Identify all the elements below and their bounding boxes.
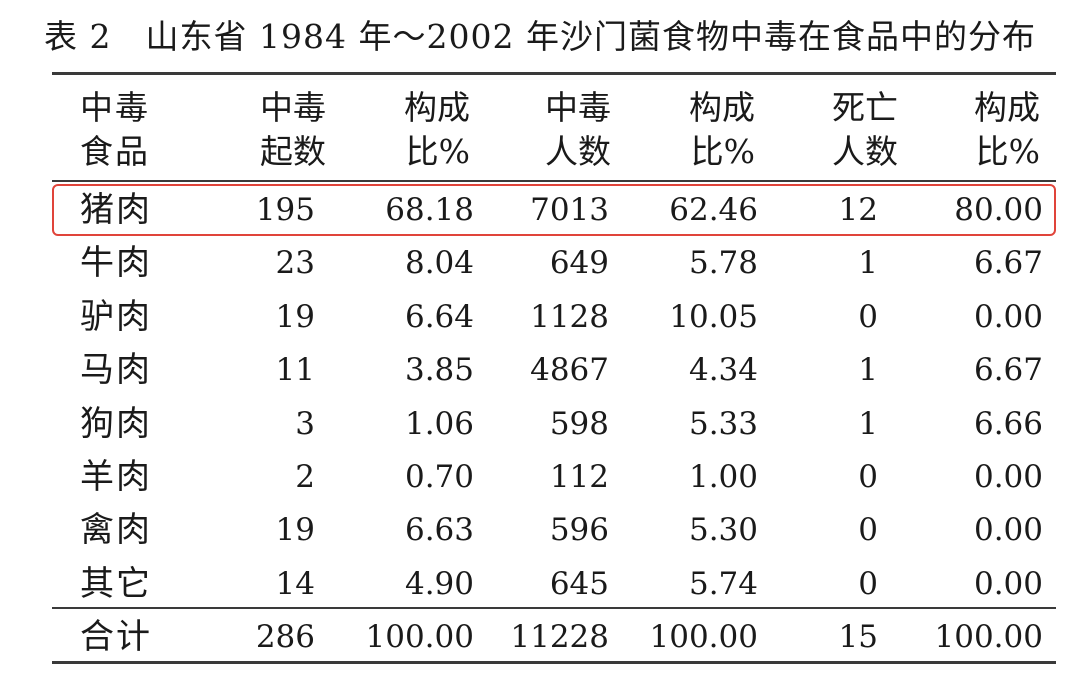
outbreak-pct-cell: 3.85: [404, 352, 474, 389]
death-pct-cell: 0.00: [973, 459, 1043, 495]
header-outbreak-pct: 构成 比%: [404, 86, 470, 178]
header-rule: [52, 180, 1056, 182]
outbreaks-cell: 2: [295, 459, 315, 495]
food-cell: 驴肉: [80, 296, 152, 337]
outbreaks-cell: 23: [275, 245, 315, 282]
death-pct-cell: 0.00: [973, 512, 1043, 549]
header-death-pct-line2: 比%: [975, 132, 1040, 171]
header-food: 中毒 食品: [80, 86, 150, 178]
case-pct-cell: 4.34: [688, 352, 758, 389]
deaths-cell: 0: [858, 298, 878, 335]
header-food-line2: 食品: [80, 132, 150, 171]
case-pct-cell: 1.00: [688, 459, 758, 495]
outbreak-pct-cell: 1.06: [404, 405, 474, 442]
bottom-rule: [52, 661, 1056, 664]
total-outbreak-pct: 100.00: [365, 619, 474, 655]
deaths-cell: 1: [858, 245, 878, 282]
cases-cell: 596: [549, 512, 609, 549]
outbreak-pct-cell: 4.90: [404, 565, 474, 602]
total-cases: 11228: [510, 619, 609, 655]
outbreaks-cell: 11: [275, 352, 315, 389]
header-outbreak-pct-line2: 比%: [405, 132, 470, 171]
table-row: 牛肉 23 8.04 649 5.78 1 6.67: [52, 237, 1056, 290]
header-death-pct-line1: 构成: [974, 88, 1040, 127]
table-row: 羊肉 2 0.70 112 1.00 0 0.00: [52, 451, 1056, 504]
case-pct-cell: 5.30: [688, 512, 758, 549]
case-pct-cell: 5.74: [688, 565, 758, 602]
deaths-cell: 0: [858, 512, 878, 549]
cases-cell: 7013: [530, 192, 609, 228]
cases-cell: 649: [549, 245, 609, 282]
table-row: 禽肉 19 6.63 596 5.30 0 0.00: [52, 504, 1056, 557]
top-rule: [52, 72, 1056, 75]
deaths-cell: 1: [858, 405, 878, 442]
case-pct-cell: 10.05: [669, 298, 758, 335]
header-cases: 中毒 人数: [545, 86, 611, 178]
header-cases-line1: 中毒: [545, 88, 611, 127]
deaths-cell: 1: [858, 352, 878, 389]
outbreak-pct-cell: 0.70: [404, 459, 474, 495]
death-pct-cell: 6.67: [973, 245, 1043, 282]
table-row: 其它 14 4.90 645 5.74 0 0.00: [52, 558, 1056, 611]
table-row: 猪肉 195 68.18 7013 62.46 12 80.00: [52, 184, 1056, 237]
cases-cell: 4867: [530, 352, 609, 389]
table-row: 驴肉 19 6.64 1128 10.05 0 0.00: [52, 291, 1056, 344]
outbreak-pct-cell: 68.18: [385, 192, 474, 228]
outbreaks-cell: 3: [295, 405, 315, 442]
header-deaths-line2: 人数: [832, 132, 898, 171]
outbreaks-cell: 14: [275, 565, 315, 602]
total-row: 合计 286 100.00 11228 100.00 15 100.00: [52, 611, 1056, 664]
food-cell: 禽肉: [80, 510, 152, 551]
outbreak-pct-cell: 6.63: [404, 512, 474, 549]
deaths-cell: 12: [838, 192, 878, 228]
food-cell: 羊肉: [80, 457, 152, 497]
header-outbreak-pct-line1: 构成: [404, 88, 470, 127]
case-pct-cell: 5.78: [688, 245, 758, 282]
food-cell: 其它: [80, 563, 152, 604]
cases-cell: 645: [549, 565, 609, 602]
food-cell: 狗肉: [80, 403, 152, 444]
header-cases-line2: 人数: [545, 132, 611, 171]
total-label: 合计: [80, 617, 152, 657]
header-case-pct-line1: 构成: [689, 88, 755, 127]
header-outbreaks-line2: 起数: [260, 132, 326, 171]
outbreak-pct-cell: 8.04: [404, 245, 474, 282]
highlight-box: [52, 184, 1056, 236]
total-outbreaks: 286: [255, 619, 315, 655]
outbreaks-cell: 19: [275, 512, 315, 549]
case-pct-cell: 5.33: [688, 405, 758, 442]
deaths-cell: 0: [858, 565, 878, 602]
header-case-pct-line2: 比%: [690, 132, 755, 171]
total-death-pct: 100.00: [934, 619, 1043, 655]
header-outbreaks-line1: 中毒: [260, 88, 326, 127]
outbreaks-cell: 195: [255, 192, 315, 228]
total-deaths: 15: [838, 619, 878, 655]
table-row: 狗肉 3 1.06 598 5.33 1 6.66: [52, 398, 1056, 451]
food-cell: 牛肉: [80, 243, 152, 284]
total-rule: [52, 607, 1056, 609]
header-death-pct: 构成 比%: [974, 86, 1040, 178]
table-row: 马肉 11 3.85 4867 4.34 1 6.67: [52, 344, 1056, 397]
cases-cell: 1128: [530, 298, 609, 335]
food-cell: 猪肉: [80, 190, 152, 230]
outbreaks-cell: 19: [275, 298, 315, 335]
death-pct-cell: 80.00: [954, 192, 1043, 228]
header-food-line1: 中毒: [80, 88, 150, 127]
case-pct-cell: 62.46: [669, 192, 758, 228]
header-deaths-line1: 死亡: [832, 88, 898, 127]
outbreak-pct-cell: 6.64: [404, 298, 474, 335]
header-case-pct: 构成 比%: [689, 86, 755, 178]
table-caption: 表 2 山东省 1984 年～2002 年沙门菌食物中毒在食品中的分布: [44, 17, 1036, 56]
death-pct-cell: 6.67: [973, 352, 1043, 389]
death-pct-cell: 0.00: [973, 298, 1043, 335]
cases-cell: 598: [549, 405, 609, 442]
death-pct-cell: 0.00: [973, 565, 1043, 602]
header-outbreaks: 中毒 起数: [260, 86, 326, 178]
header-deaths: 死亡 人数: [832, 86, 898, 178]
death-pct-cell: 6.66: [973, 405, 1043, 442]
deaths-cell: 0: [858, 459, 878, 495]
food-cell: 马肉: [80, 350, 152, 391]
cases-cell: 112: [549, 459, 609, 495]
total-case-pct: 100.00: [649, 619, 758, 655]
